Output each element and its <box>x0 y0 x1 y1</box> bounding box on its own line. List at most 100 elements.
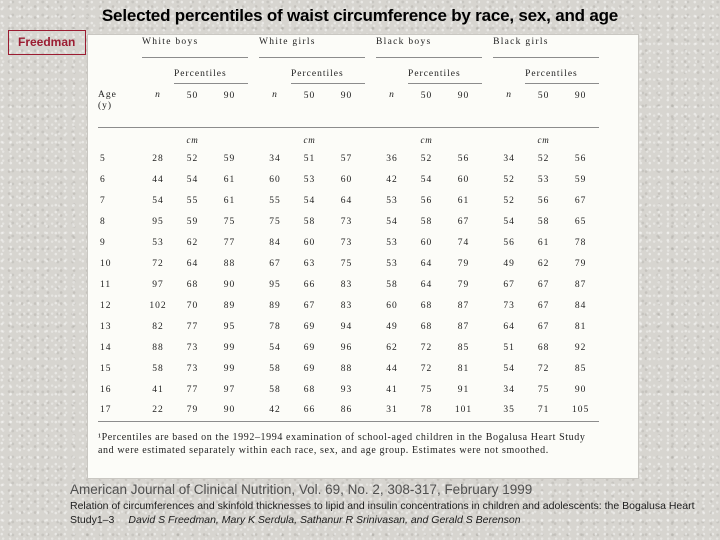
spacer <box>482 337 493 358</box>
n-cell: 58 <box>152 363 164 374</box>
n-cell: 62 <box>386 342 398 353</box>
table-row: 13 82 77 95 78 69 94 49 68 87 64 67 81 <box>98 316 599 337</box>
p90-cell: 95 <box>223 321 236 332</box>
p90-cell: 79 <box>457 279 470 290</box>
table-row: 17 22 79 90 42 66 86 31 78 101 35 71 105 <box>98 400 600 422</box>
p90-cell: 87 <box>574 279 587 290</box>
p90-cell: 61 <box>223 195 236 206</box>
spacer <box>365 211 376 232</box>
age-cell: 17 <box>98 400 142 422</box>
p90-cell: 88 <box>340 363 353 374</box>
spacer <box>365 232 376 253</box>
n-cell: 49 <box>386 321 398 332</box>
table-row: 10 72 64 88 67 63 75 53 64 79 49 62 79 <box>98 253 599 274</box>
p90-cell: 65 <box>574 216 587 227</box>
spacer <box>365 337 376 358</box>
article-title: Relation of circumferences and skinfold … <box>70 500 695 526</box>
n-cell: 88 <box>152 342 164 353</box>
p50-cell: 54 <box>303 195 316 206</box>
p90-cell: 59 <box>574 174 587 185</box>
spacer <box>248 148 259 169</box>
p50-cell: 68 <box>420 321 433 332</box>
p90-cell: 97 <box>223 384 236 395</box>
spacer <box>482 190 493 211</box>
n-cell: 72 <box>152 258 164 269</box>
spacer <box>248 295 259 316</box>
p50-cell: 60 <box>303 237 316 248</box>
p90-cell: 81 <box>574 321 587 332</box>
n-cell: 84 <box>269 237 281 248</box>
n-cell: 56 <box>503 237 515 248</box>
spacer <box>248 316 259 337</box>
n-cell: 42 <box>259 400 292 422</box>
p50-cell: 73 <box>186 342 199 353</box>
p50-cell: 64 <box>420 258 433 269</box>
p50-cell: 62 <box>537 258 550 269</box>
spacer <box>248 190 259 211</box>
p90-cell: 61 <box>223 174 236 185</box>
n-cell: 34 <box>503 384 515 395</box>
n-cell: 75 <box>269 216 281 227</box>
p90-cell: 96 <box>340 342 353 353</box>
p50-cell: 62 <box>186 237 199 248</box>
spacer <box>365 148 376 169</box>
spacer <box>248 379 259 400</box>
p90-cell: 77 <box>223 237 236 248</box>
table-row: 15 58 73 99 58 69 88 44 72 81 54 72 85 <box>98 358 599 379</box>
table-row: 9 53 62 77 84 60 73 53 60 74 56 61 78 <box>98 232 599 253</box>
age-cell: 11 <box>100 279 112 290</box>
n-column-header: n <box>376 83 409 128</box>
n-cell: 58 <box>269 384 281 395</box>
n-cell: 82 <box>152 321 164 332</box>
p90-cell: 92 <box>574 342 587 353</box>
p50-cell: 51 <box>303 153 316 164</box>
n-cell: 41 <box>152 384 164 395</box>
p50-cell: 69 <box>303 342 316 353</box>
p50-cell: 72 <box>420 342 433 353</box>
age-cell: 15 <box>100 363 112 374</box>
n-cell: 36 <box>386 153 398 164</box>
age-cell: 14 <box>100 342 112 353</box>
article-authors: David S Freedman, Mary K Serdula, Sathan… <box>128 513 521 526</box>
n-cell: 95 <box>269 279 281 290</box>
p50-column-header: 50 <box>174 83 211 128</box>
p90-cell: 64 <box>340 195 353 206</box>
n-cell: 42 <box>386 174 398 185</box>
spacer <box>248 253 259 274</box>
p90-cell: 90 <box>223 279 236 290</box>
percentiles-label: Percentiles <box>174 57 249 84</box>
n-cell: 35 <box>493 400 526 422</box>
p50-cell: 54 <box>420 174 433 185</box>
table-row: 12 102 70 89 89 67 83 60 68 87 73 67 84 <box>98 295 599 316</box>
n-cell: 53 <box>152 237 164 248</box>
spacer <box>365 400 377 422</box>
spacer <box>365 253 376 274</box>
n-cell: 58 <box>386 279 398 290</box>
n-cell: 67 <box>269 258 281 269</box>
age-cell: 7 <box>100 195 106 206</box>
p90-cell: 84 <box>574 300 587 311</box>
n-cell: 22 <box>142 400 174 422</box>
p50-cell: 67 <box>303 300 316 311</box>
group-label-white-boys: White boys <box>142 35 249 58</box>
spacer <box>482 379 493 400</box>
spacer <box>365 169 376 190</box>
p50-cell: 71 <box>525 400 563 422</box>
spacer <box>248 211 259 232</box>
p50-cell: 66 <box>303 279 316 290</box>
p50-cell: 72 <box>420 363 433 374</box>
n-cell: 97 <box>152 279 164 290</box>
age-cell: 10 <box>100 258 112 269</box>
spacer <box>365 379 376 400</box>
spacer <box>365 295 376 316</box>
spacer <box>248 169 259 190</box>
p50-cell: 68 <box>303 384 316 395</box>
spacer <box>482 274 493 295</box>
p90-cell: 91 <box>457 384 470 395</box>
spacer <box>482 316 493 337</box>
p90-cell: 67 <box>457 216 470 227</box>
percentiles-header-row: Percentiles Percentiles Percentiles Perc… <box>98 57 600 84</box>
n-cell: 95 <box>152 216 164 227</box>
spacer <box>482 35 493 57</box>
spacer <box>248 232 259 253</box>
